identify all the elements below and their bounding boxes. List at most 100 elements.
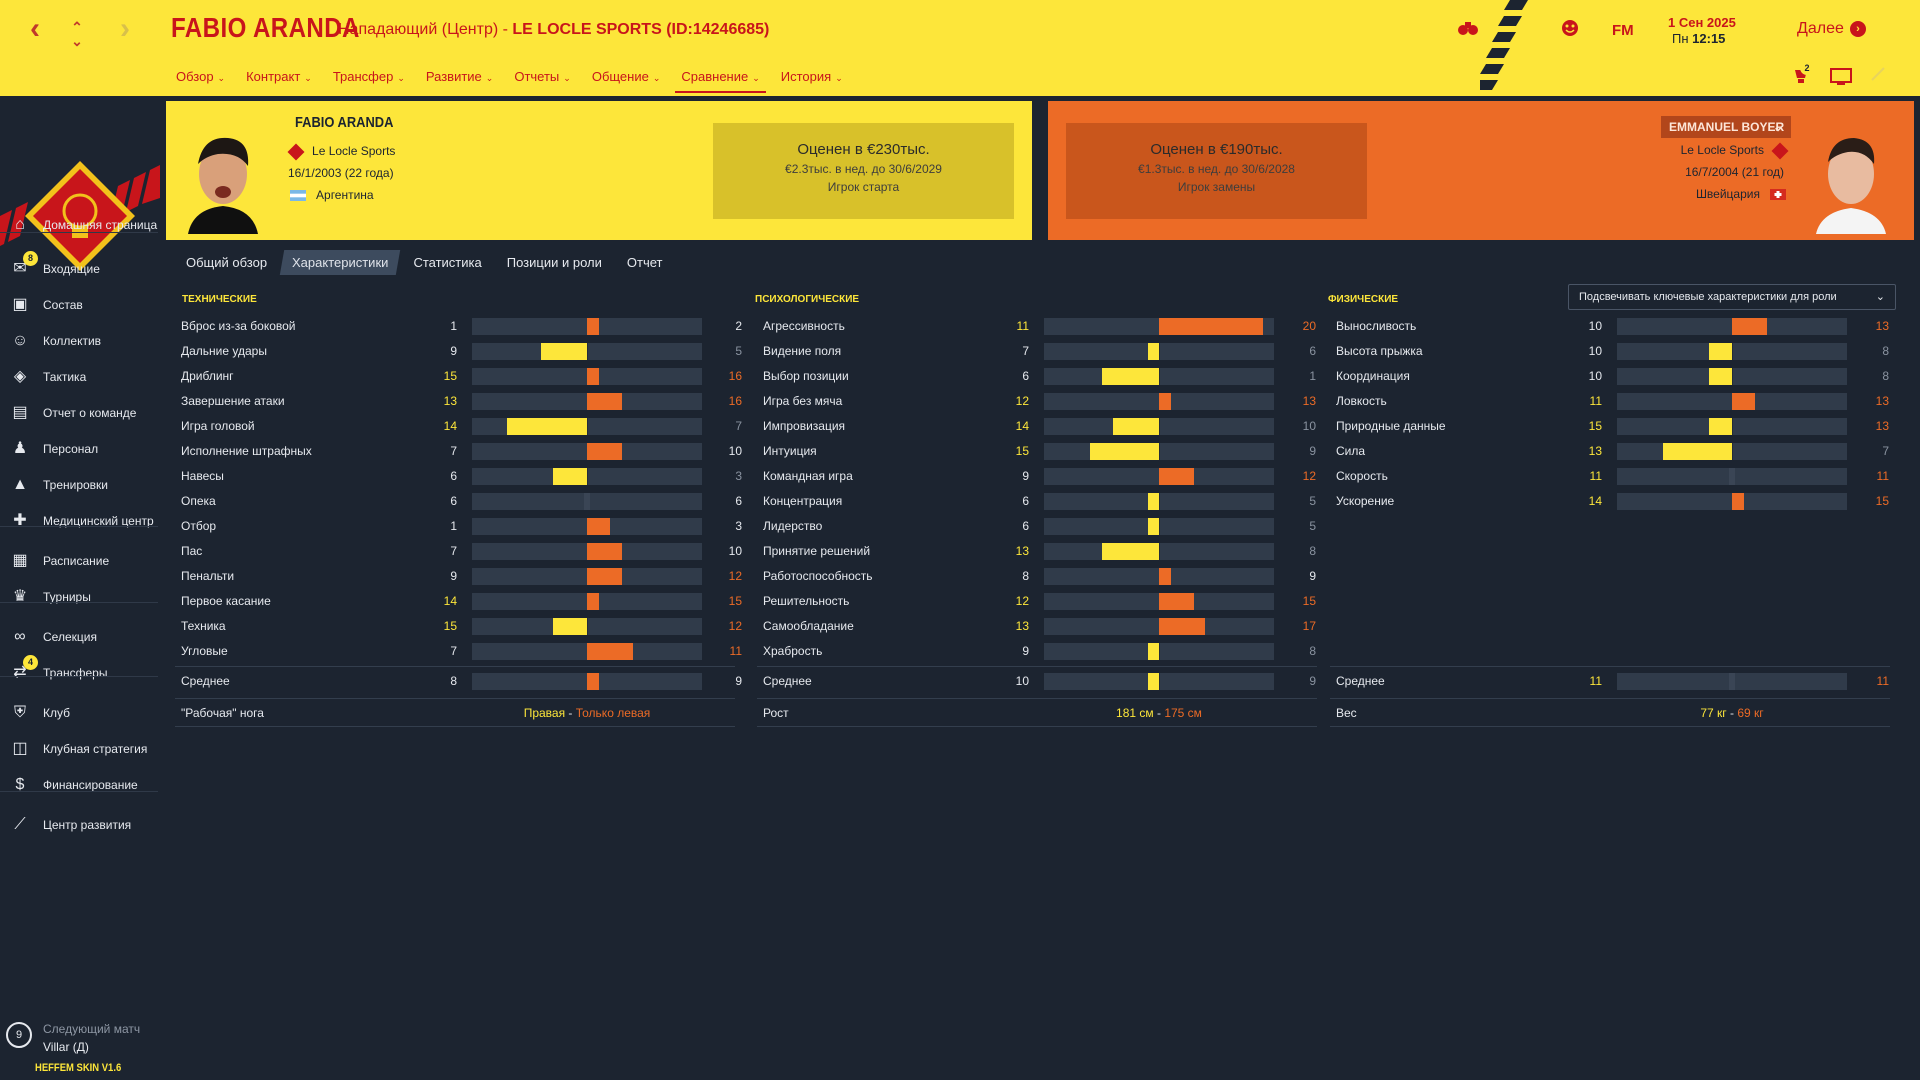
left-player-nation[interactable]: Аргентина [290,188,374,202]
sidebar-item-9[interactable]: ▦ Расписание [0,546,160,576]
attribute-name[interactable]: Опека [181,494,216,508]
tab-4[interactable]: Отчет [626,255,663,270]
fm-logo[interactable]: FM [1612,22,1634,39]
menu-item-4[interactable]: Отчеты ⌄ [514,69,571,84]
right-player-club[interactable]: Le Locle Sports [1681,142,1789,160]
sidebar-item-12[interactable]: ⇄ 4 Трансферы [0,655,160,688]
attribute-name[interactable]: Импровизация [763,419,846,433]
menu-item-2[interactable]: Трансфер ⌄ [332,69,405,84]
sidebar-item-8[interactable]: ✚ Медицинский центр [0,506,160,536]
attribute-name[interactable]: Принятие решений [763,544,871,558]
attribute-bar [472,518,702,535]
sidebar-item-1[interactable]: ✉ 8 Входящие [0,251,160,284]
attribute-name[interactable]: Дальние удары [181,344,267,358]
attribute-name[interactable]: Исполнение штрафных [181,444,312,458]
sidebar-item-13[interactable]: ⛨ Клуб [0,698,160,728]
attribute-name[interactable]: Интуиция [763,444,817,458]
menu-item-0[interactable]: Обзор ⌄ [176,69,226,84]
left-player-attribute-value: 14 [443,419,457,433]
right-player-average: 9 [735,674,742,688]
bar-diff-fill [1159,568,1171,585]
right-player-nation[interactable]: Швейцария [1696,187,1786,201]
bar-diff-fill [552,618,587,635]
attribute-name[interactable]: Ускорение [1336,494,1395,508]
attribute-name[interactable]: Природные данные [1336,419,1446,433]
menu-item-7[interactable]: История ⌄ [780,69,843,84]
bar-midline [587,618,588,635]
attribute-name[interactable]: Дриблинг [181,369,234,383]
attribute-name[interactable]: Решительность [763,594,850,608]
left-player-average: 10 [1015,674,1029,688]
up-down-icon[interactable]: ⌃ ⌄ [71,19,83,49]
left-player-average: 11 [1589,674,1602,688]
sidebar-item-10[interactable]: ♛ Турниры [0,582,160,612]
attribute-name[interactable]: Храбрость [763,644,823,658]
sidebar-item-7[interactable]: ▲ Тренировки [0,470,160,500]
tab-2[interactable]: Статистика [413,255,482,270]
attribute-name[interactable]: Отбор [181,519,217,533]
menu-item-3[interactable]: Развитие ⌄ [425,69,494,84]
finance-icon: $ [15,776,25,793]
continue-arrow-icon[interactable]: › [1850,21,1866,37]
manager-face-icon[interactable] [1561,19,1579,37]
attribute-name[interactable]: Навесы [181,469,224,483]
attribute-bar [1617,318,1847,335]
compare-player-select[interactable]: EMMANUEL BOYER ⌄ [1661,116,1791,138]
sidebar-item-14[interactable]: ◫ Клубная стратегия [0,734,160,764]
sidebar-item-0[interactable]: ⌂ Домашняя страница [0,210,160,240]
notifications-icon[interactable]: 2 [1792,61,1814,91]
attribute-name[interactable]: Скорость [1336,469,1388,483]
attribute-name[interactable]: Агрессивность [763,319,845,333]
attribute-bar [1044,318,1274,335]
sidebar-item-6[interactable]: ♟ Персонал [0,434,160,464]
attribute-name[interactable]: Вброс из-за боковой [181,319,296,333]
attribute-name[interactable]: Игра без мяча [763,394,843,408]
sidebar-item-5[interactable]: ▤ Отчет о команде [0,398,160,428]
back-arrow-icon[interactable]: ‹ [30,12,40,45]
attribute-name[interactable]: Самообладание [763,619,854,633]
left-player-club[interactable]: Le Locle Sports [287,143,395,161]
attribute-name[interactable]: Первое касание [181,594,271,608]
attribute-name[interactable]: Игра головой [181,419,255,433]
screen-icon[interactable] [1830,68,1852,86]
highlight-role-dropdown[interactable]: Подсвечивать ключевые характеристики для… [1568,284,1896,310]
attribute-name[interactable]: Техника [181,619,226,633]
tab-1[interactable]: Характеристики [279,250,401,275]
sidebar-item-3[interactable]: ☺ Коллектив [0,326,160,356]
attribute-name[interactable]: Командная игра [763,469,853,483]
attribute-name[interactable]: Работоспособность [763,569,873,583]
sidebar-item-4[interactable]: ◈ Тактика [0,362,160,392]
continue-button[interactable]: Далее [1797,20,1844,37]
edit-icon[interactable] [1870,66,1886,82]
attribute-name[interactable]: Выбор позиции [763,369,849,383]
left-player-attribute-value: 7 [450,544,457,558]
attribute-name[interactable]: Пас [181,544,203,558]
attribute-name[interactable]: Угловые [181,644,228,658]
attribute-name[interactable]: Сила [1336,444,1366,458]
forward-arrow-icon[interactable]: › [120,12,130,45]
menu-item-5[interactable]: Общение ⌄ [591,69,661,84]
attribute-name[interactable]: Выносливость [1336,319,1417,333]
sidebar-item-2[interactable]: ▣ Состав [0,290,160,320]
attribute-name[interactable]: Завершение атаки [181,394,285,408]
tab-3[interactable]: Позиции и роли [506,255,602,270]
sidebar-item-15[interactable]: $ Финансирование [0,770,160,800]
sidebar-item-11[interactable]: ∞ Селекция [0,622,160,652]
menu-item-6[interactable]: Сравнение ⌄ [675,69,766,93]
attribute-name[interactable]: Пенальти [181,569,235,583]
current-time: Пн 12:15 [1672,31,1726,46]
attribute-name[interactable]: Высота прыжка [1336,344,1423,358]
binoculars-icon[interactable] [1457,19,1479,37]
attribute-name[interactable]: Координация [1336,369,1410,383]
attribute-bar [1044,393,1274,410]
attribute-name[interactable]: Видение поля [763,344,842,358]
left-player-attribute-value: 9 [1022,469,1029,483]
attribute-name[interactable]: Концентрация [763,494,843,508]
attribute-name[interactable]: Лидерство [763,519,823,533]
left-player-attribute-value: 14 [1015,419,1029,433]
sidebar-item-16[interactable]: ⟋ Центр развития [0,810,160,840]
right-player-attribute-value: 13 [1875,419,1889,433]
attribute-name[interactable]: Ловкость [1336,394,1387,408]
menu-item-1[interactable]: Контракт ⌄ [246,69,312,84]
tab-0[interactable]: Общий обзор [186,255,268,270]
